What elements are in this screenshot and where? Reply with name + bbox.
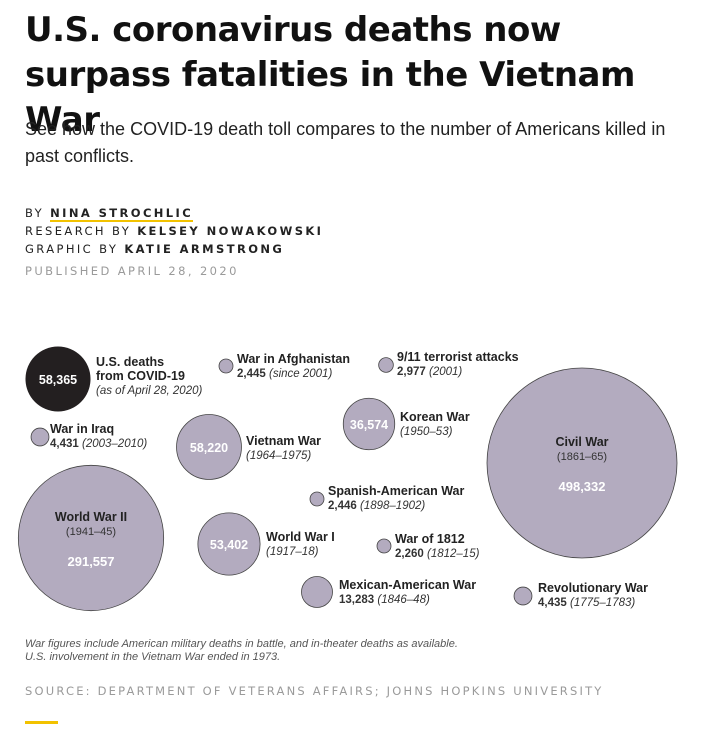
bubble-value-world-war-ii: 291,557 xyxy=(68,554,115,569)
bubble-war-in-afghanistan xyxy=(218,358,234,374)
graphic-label: GRAPHIC BY xyxy=(25,242,119,256)
research-name: KELSEY NOWAKOWSKI xyxy=(137,224,324,238)
bubble-detail-world-war-ii: (1941–45) xyxy=(66,526,116,538)
bubble-value-civil-war: 498,332 xyxy=(559,479,606,494)
bubble-detail-u-s-deaths-from-covid-19: (as of April 28, 2020) xyxy=(96,385,202,397)
bubble-vietnam-war xyxy=(176,414,242,480)
bubble-name-civil-war: Civil War xyxy=(555,435,608,449)
bubble-value-world-war-i: 53,402 xyxy=(210,538,248,552)
bubble-name-war-of-1812: War of 1812 xyxy=(395,532,465,546)
page-subtitle: See how the COVID-19 death toll compares… xyxy=(25,119,666,166)
bubble-civil-war xyxy=(486,367,678,559)
byline: BY NINA STROCHLIC xyxy=(25,204,323,222)
bubble-detail-mexican-american-war: (1846–48) xyxy=(377,594,430,606)
source-line: SOURCE: DEPARTMENT OF VETERANS AFFAIRS; … xyxy=(25,684,604,698)
bubble-label-9-11-terrorist-attacks: 2,977 (2001) xyxy=(397,366,462,378)
bubble-world-war-i xyxy=(197,512,261,576)
bubble-world-war-ii xyxy=(17,464,165,612)
bubble-detail-korean-war: (1950–53) xyxy=(400,426,453,438)
research-label: RESEARCH BY xyxy=(25,224,132,238)
bubble-label-war-of-1812: 2,260 (1812–15) xyxy=(395,548,480,560)
chart-notes: War figures include American military de… xyxy=(25,638,458,664)
bubble-label-war-in-afghanistan: 2,445 (since 2001) xyxy=(237,368,332,380)
bubble-value-u-s-deaths-from-covid-19: 58,365 xyxy=(39,373,77,387)
bubble-name-vietnam-war: Vietnam War xyxy=(246,434,321,448)
bubble-value-war-of-1812: 2,260 xyxy=(395,548,427,560)
bubble-detail-civil-war: (1861–65) xyxy=(557,451,607,463)
bubble-name-world-war-ii: World War II xyxy=(55,510,127,524)
published-date: PUBLISHED APRIL 28, 2020 xyxy=(25,264,239,278)
bubble-mexican-american-war xyxy=(301,576,333,608)
bubble-value-war-in-iraq: 4,431 xyxy=(50,438,82,450)
author-link[interactable]: NINA STROCHLIC xyxy=(50,206,194,222)
bubble-label-war-in-iraq: 4,431 (2003–2010) xyxy=(50,438,147,450)
bubble-value-korean-war: 36,574 xyxy=(350,418,388,432)
credits: BY NINA STROCHLIC RESEARCH BY KELSEY NOW… xyxy=(25,204,323,258)
graphic-credit: GRAPHIC BY KATIE ARMSTRONG xyxy=(25,240,323,258)
bubble-name-revolutionary-war: Revolutionary War xyxy=(538,581,648,595)
bubble-korean-war xyxy=(342,397,396,451)
bubble-detail-war-of-1812: (1812–15) xyxy=(427,548,480,560)
accent-bar xyxy=(25,721,58,724)
bubble-name-war-in-afghanistan: War in Afghanistan xyxy=(237,352,350,366)
bubble-label-revolutionary-war: 4,435 (1775–1783) xyxy=(538,597,635,609)
bubble-9-11-terrorist-attacks xyxy=(378,357,394,373)
bubble-detail-world-war-i: (1917–18) xyxy=(266,546,319,558)
graphic-name: KATIE ARMSTRONG xyxy=(124,242,285,256)
byline-label: BY xyxy=(25,206,45,220)
bubble-detail-spanish-american-war: (1898–1902) xyxy=(360,500,425,512)
bubble-name-u-s-deaths-from-covid-19: U.S. deaths xyxy=(96,355,164,369)
bubble-name-9-11-terrorist-attacks: 9/11 terrorist attacks xyxy=(397,350,519,364)
bubble-detail-revolutionary-war: (1775–1783) xyxy=(570,597,635,609)
bubble-value-mexican-american-war: 13,283 xyxy=(339,594,377,606)
bubble-name-mexican-american-war: Mexican-American War xyxy=(339,578,476,592)
bubble-name-spanish-american-war: Spanish-American War xyxy=(328,484,465,498)
bubble-name-korean-war: Korean War xyxy=(400,410,470,424)
bubble-revolutionary-war xyxy=(513,586,533,606)
bubble-name-u-s-deaths-from-covid-19-2: from COVID-19 xyxy=(96,369,185,383)
bubble-u-s-deaths-from-covid-19 xyxy=(25,346,91,412)
bubble-label-spanish-american-war: 2,446 (1898–1902) xyxy=(328,500,425,512)
bubble-detail-war-in-iraq: (2003–2010) xyxy=(82,438,147,450)
bubble-value-spanish-american-war: 2,446 xyxy=(328,500,360,512)
bubble-label-mexican-american-war: 13,283 (1846–48) xyxy=(339,594,430,606)
bubble-value-9-11-terrorist-attacks: 2,977 xyxy=(397,366,429,378)
bubble-detail-war-in-afghanistan: (since 2001) xyxy=(269,368,332,380)
bubble-detail-vietnam-war: (1964–1975) xyxy=(246,450,311,462)
bubble-war-in-iraq xyxy=(30,427,50,447)
bubble-war-of-1812 xyxy=(376,538,392,554)
bubble-value-war-in-afghanistan: 2,445 xyxy=(237,368,269,380)
research-credit: RESEARCH BY KELSEY NOWAKOWSKI xyxy=(25,222,323,240)
bubble-value-vietnam-war: 58,220 xyxy=(190,441,228,455)
page-title: U.S. coronavirus deaths now surpass fata… xyxy=(25,10,635,140)
bubble-value-revolutionary-war: 4,435 xyxy=(538,597,570,609)
bubble-name-war-in-iraq: War in Iraq xyxy=(50,422,114,436)
bubble-spanish-american-war xyxy=(309,491,325,507)
bubble-name-world-war-i: World War I xyxy=(266,530,335,544)
note-line-1: War figures include American military de… xyxy=(25,638,458,650)
bubble-detail-9-11-terrorist-attacks: (2001) xyxy=(429,366,462,378)
note-line-2: U.S. involvement in the Vietnam War ende… xyxy=(25,651,281,663)
